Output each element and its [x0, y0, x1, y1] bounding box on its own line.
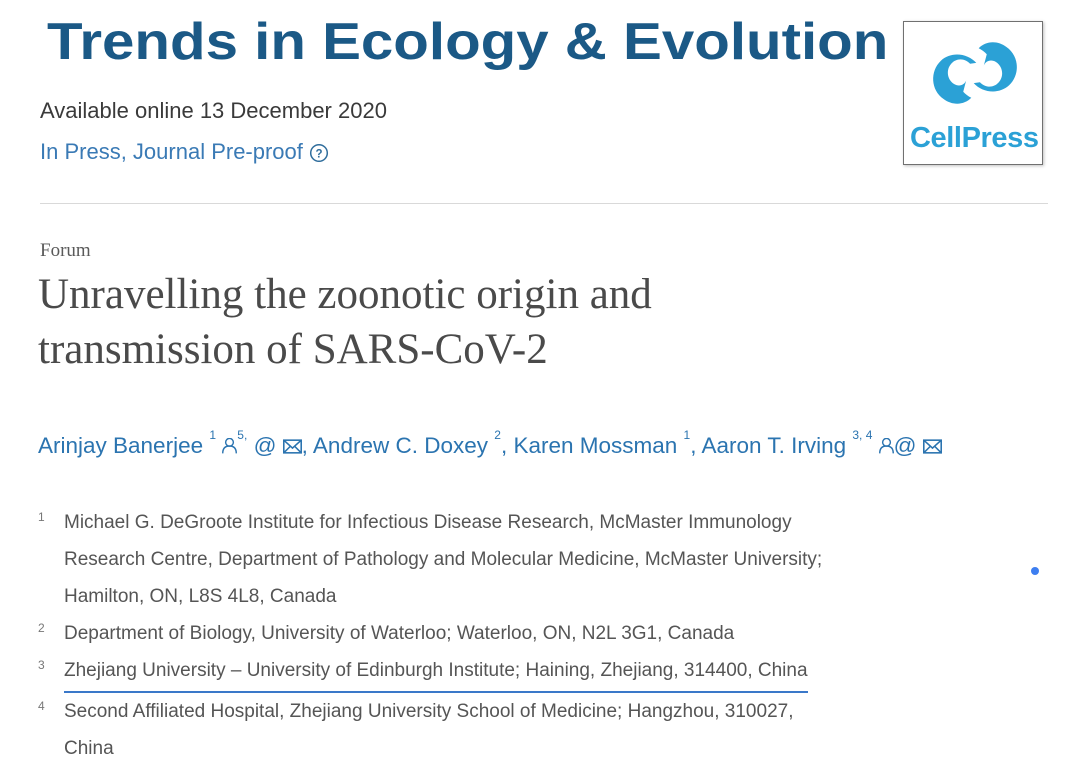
- svg-text:?: ?: [316, 149, 323, 161]
